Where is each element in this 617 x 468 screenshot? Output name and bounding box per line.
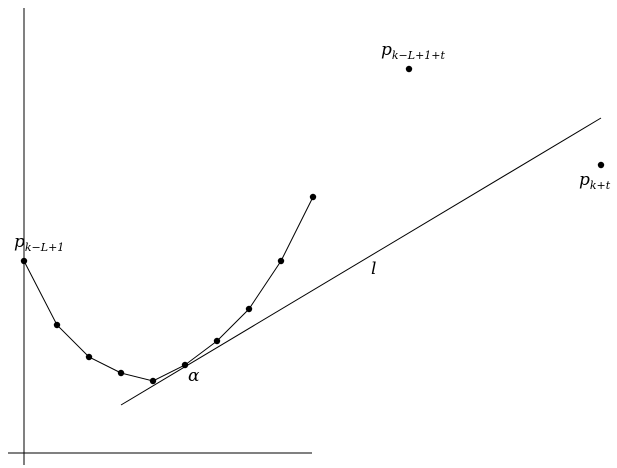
- curve-point: [214, 338, 220, 344]
- label-line-l: l: [371, 259, 376, 279]
- curve-point: [278, 258, 284, 264]
- curve-point: [150, 378, 156, 384]
- curve-point-start: [21, 258, 27, 264]
- curve-point: [86, 354, 92, 360]
- point-p-mid: [406, 66, 412, 72]
- curve-point: [118, 370, 124, 376]
- label-p-start: pk−L+1: [14, 232, 64, 254]
- label-p-end: pk+t: [579, 170, 611, 192]
- label-p-mid: pk−L+1+t: [381, 40, 446, 62]
- curve-point: [246, 306, 252, 312]
- label-angle-alpha: α: [188, 366, 200, 386]
- line-l: [121, 118, 601, 405]
- point-p-end: [598, 162, 604, 168]
- curve-polyline: [24, 197, 313, 381]
- curve-point-end: [310, 194, 316, 200]
- curve-point: [54, 322, 60, 328]
